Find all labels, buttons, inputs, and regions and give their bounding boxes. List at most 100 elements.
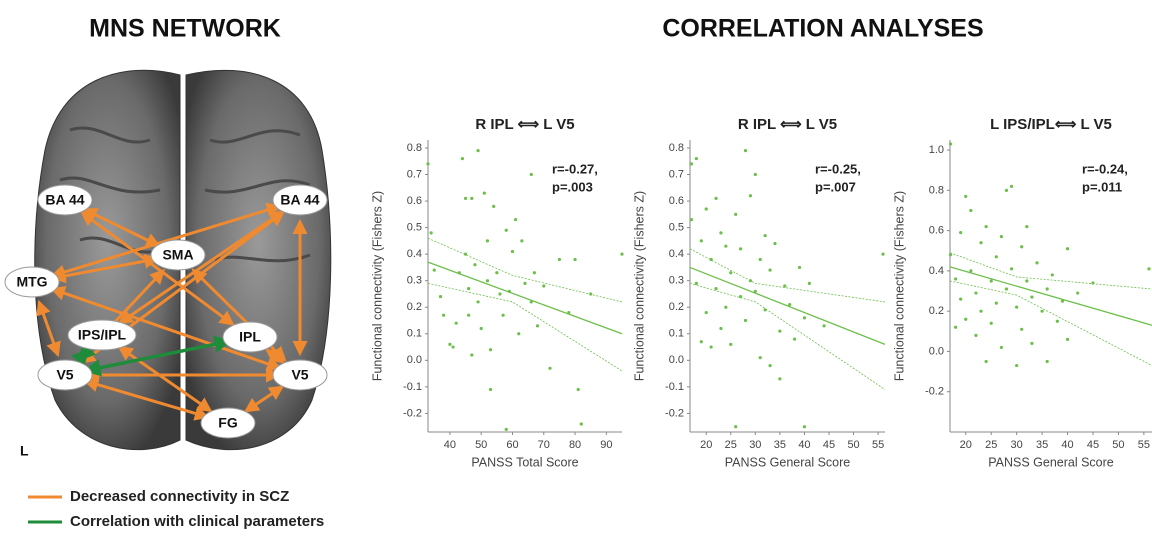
point <box>699 340 703 344</box>
point <box>495 271 499 275</box>
x-tick-label: 20 <box>700 439 712 451</box>
point <box>1004 188 1009 192</box>
y-tick-label: 0.4 <box>669 248 684 260</box>
x-axis-label: PANSS General Score <box>725 455 851 469</box>
point <box>476 149 480 153</box>
point <box>788 302 792 307</box>
point <box>620 252 624 256</box>
point <box>573 257 577 262</box>
point <box>529 300 533 304</box>
point <box>738 295 743 299</box>
point <box>979 241 983 245</box>
y-tick-label: -0.2 <box>403 407 422 419</box>
point <box>704 310 708 315</box>
ci-upper <box>949 252 1152 290</box>
x-tick-label: 45 <box>823 439 835 451</box>
point <box>429 231 433 235</box>
point <box>504 427 508 431</box>
point <box>822 324 826 328</box>
y-axis-label: Functional connectivity (Fishers Z) <box>370 191 384 381</box>
x-tick-label: 90 <box>600 439 612 451</box>
edges <box>36 202 308 421</box>
point <box>589 292 593 296</box>
x-tick-label: 55 <box>1138 439 1150 451</box>
y-tick-label: 0.4 <box>929 265 944 277</box>
point <box>1020 245 1024 249</box>
point <box>719 231 723 235</box>
annotation: p=.007 <box>815 179 856 194</box>
point <box>793 337 797 341</box>
point <box>734 212 738 216</box>
y-tick-label: 0.5 <box>407 222 422 234</box>
point <box>994 255 998 259</box>
y-tick-label: -0.1 <box>665 381 684 393</box>
y-tick-label: 0.3 <box>669 275 684 287</box>
point <box>463 196 468 200</box>
y-tick-label: 0.6 <box>929 225 944 237</box>
point <box>1035 261 1039 265</box>
point <box>1076 291 1080 295</box>
point <box>1030 341 1034 345</box>
point <box>773 241 777 246</box>
point <box>719 326 723 331</box>
point <box>974 333 978 337</box>
point <box>984 359 988 364</box>
point <box>694 156 698 161</box>
node-label: BA 44 <box>280 192 319 208</box>
ci-lower <box>949 280 1152 366</box>
point <box>523 281 527 285</box>
fit-line <box>949 266 1152 326</box>
point <box>510 249 515 254</box>
x-tick-label: 25 <box>725 439 737 451</box>
y-tick-label: 0.8 <box>669 142 684 154</box>
y-tick-label: 0.7 <box>407 168 422 180</box>
point <box>979 309 983 313</box>
node <box>37 359 93 391</box>
point <box>485 279 490 283</box>
point <box>974 291 978 295</box>
point <box>514 218 518 222</box>
node-label: SMA <box>162 247 193 263</box>
point <box>807 281 811 285</box>
chart-title: R IPL ⟺ L V5 <box>475 116 574 133</box>
point <box>753 172 757 177</box>
x-tick-label: 60 <box>506 439 518 451</box>
x-tick-label: 50 <box>847 439 859 451</box>
point <box>959 297 963 301</box>
point <box>783 284 787 288</box>
ci-upper <box>427 237 623 303</box>
point <box>999 345 1003 350</box>
chart-title: L IPS/IPL⟺ L V5 <box>990 116 1112 133</box>
x-tick-label: 30 <box>1011 439 1023 451</box>
point <box>729 342 733 346</box>
edge <box>265 348 285 364</box>
y-tick-label: 0.8 <box>929 184 944 196</box>
ci-lower <box>689 282 886 390</box>
point <box>802 425 807 429</box>
node-label: FG <box>218 415 238 431</box>
edge <box>83 335 232 377</box>
point <box>473 263 477 267</box>
point <box>451 345 455 349</box>
point <box>529 172 533 177</box>
point <box>1050 273 1054 277</box>
point <box>517 332 521 336</box>
point <box>1055 319 1059 323</box>
point <box>1065 247 1070 251</box>
point <box>704 207 708 211</box>
node <box>37 184 93 216</box>
point <box>467 313 471 317</box>
node <box>150 239 206 271</box>
point <box>984 224 988 229</box>
point <box>1065 337 1070 341</box>
point <box>520 239 524 243</box>
x-tick-label: 35 <box>1036 439 1048 451</box>
point <box>768 364 772 368</box>
point <box>567 310 571 315</box>
point <box>488 348 493 352</box>
point <box>778 377 782 381</box>
x-tick-label: 30 <box>749 439 761 451</box>
y-tick-label: 1.0 <box>929 144 944 156</box>
edge <box>82 208 161 247</box>
point <box>557 257 562 262</box>
